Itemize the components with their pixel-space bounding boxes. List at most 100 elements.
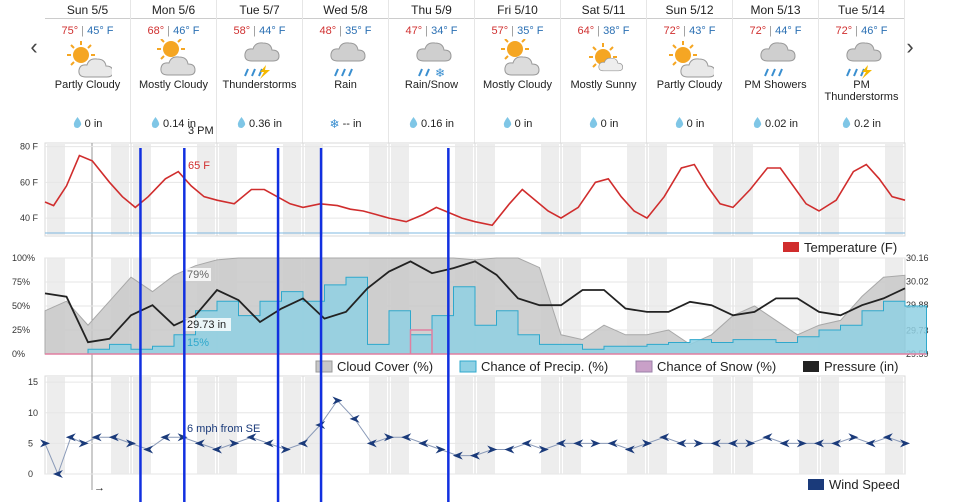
forecast-day[interactable]: Thu 5/9 47° | 34° F ❄ Rain/Snow 0.16 in (389, 0, 475, 143)
cloud-legend-label: Cloud Cover (%) (337, 359, 433, 374)
forecast-day[interactable]: Sun 5/12 72° | 43° F Partly Cloudy 0 in (647, 0, 733, 143)
pressure-tick-label: 30.16 (906, 253, 929, 263)
percent-tick-label: 100% (12, 253, 35, 263)
wind-direction-arrow (521, 439, 532, 448)
wind-tick-label: 15 (28, 377, 38, 387)
day-temps: 72° | 44° F (733, 25, 818, 37)
drop-icon (589, 117, 598, 130)
drop-icon (151, 117, 160, 130)
high-temp: 72° (835, 25, 853, 37)
wind-direction-arrow (401, 433, 412, 442)
wind-direction-arrow (504, 445, 515, 454)
wind-legend-label: Wind Speed (829, 477, 900, 492)
night-band (283, 376, 301, 474)
drop-icon (409, 117, 418, 130)
wind-direction-arrow (745, 439, 756, 448)
cloud-legend-swatch (315, 360, 333, 373)
low-temp: 46° F (173, 25, 200, 37)
night-band (821, 376, 839, 474)
cloud-value-label: 79% (187, 269, 209, 281)
day-date: Wed 5/8 (303, 2, 388, 19)
high-temp: 57° (491, 25, 509, 37)
wind-direction-arrow (659, 433, 670, 442)
precip-amount: 0 in (600, 118, 619, 130)
day-condition: Mostly Sunny (570, 79, 637, 91)
forecast-day[interactable]: Sat 5/11 64° | 38° F Mostly Sunny 0 in (561, 0, 647, 143)
temp-separator: | (683, 25, 687, 37)
day-date: Tue 5/7 (217, 2, 302, 19)
label-background (185, 318, 231, 331)
forecast-day[interactable]: Fri 5/10 57° | 35° F Mostly Cloudy 0 in (475, 0, 561, 143)
night-band (283, 143, 301, 236)
wind-direction-arrow (212, 445, 222, 454)
wind-direction-arrow (246, 433, 257, 442)
night-band (563, 376, 581, 474)
wind-direction-arrow (642, 439, 652, 448)
drop-icon (842, 117, 851, 130)
temp-tick-label: 80 F (20, 142, 39, 152)
day-precip: 0.16 in (389, 117, 474, 130)
forecast-day[interactable]: Tue 5/7 58° | 44° F Thunderstorms 0.36 in (217, 0, 303, 143)
high-temp: 68° (147, 25, 165, 37)
night-band (799, 376, 817, 474)
forecast-day[interactable]: Mon 5/6 68° | 46° F Mostly Cloudy 0.14 in (131, 0, 217, 143)
night-band (885, 143, 903, 236)
night-band (111, 376, 129, 474)
day-date: Mon 5/13 (733, 2, 818, 19)
wind-direction-arrow (384, 433, 394, 442)
wind-direction-arrow (624, 445, 635, 454)
wind-direction-arrow (349, 414, 360, 423)
day-temps: 72° | 46° F (819, 25, 904, 37)
rain-icon (303, 39, 388, 79)
wind-direction-arrow (160, 433, 171, 442)
wind-direction-arrow (865, 439, 876, 448)
wind-direction-arrow (126, 439, 136, 448)
wind-direction-arrow (332, 396, 343, 405)
wind-direction-arrow (487, 445, 498, 454)
day-condition: PM Thunderstorms (824, 79, 899, 103)
day-precip: 0.14 in (131, 117, 216, 130)
previous-days-button[interactable]: ‹ (30, 34, 38, 59)
wind-direction-arrow (900, 439, 910, 448)
precip-amount: -- in (342, 118, 362, 130)
wind-tick-label: 0 (28, 469, 33, 479)
night-band (455, 143, 473, 236)
partly-cloudy-icon (647, 39, 732, 79)
day-condition: Rain/Snow (404, 79, 459, 91)
temp-separator: | (769, 25, 773, 37)
day-condition: Partly Cloudy (54, 79, 121, 91)
high-temp: 47° (405, 25, 423, 37)
snow-legend-swatch (635, 360, 653, 373)
next-days-button[interactable]: › (906, 34, 914, 59)
night-band (197, 143, 215, 236)
forecast-day[interactable]: Sun 5/5 75° | 45° F Partly Cloudy 0 in (45, 0, 131, 143)
mostly-sunny-icon (561, 39, 646, 79)
day-precip: 0.2 in (819, 117, 904, 130)
forecast-day[interactable]: Wed 5/8 48° | 35° F Rain ❄ -- in (303, 0, 389, 143)
percent-tick-label: 75% (12, 277, 30, 287)
night-band (627, 143, 645, 236)
wind-direction-arrow (91, 433, 102, 442)
wind-direction-arrow (590, 439, 601, 448)
time-label: 3 PM (188, 125, 214, 137)
night-band (111, 143, 129, 236)
percent-tick-label: 25% (12, 325, 30, 335)
wind-direction-arrow (470, 451, 480, 460)
night-band (735, 376, 753, 474)
svg-text:❄: ❄ (435, 66, 445, 79)
night-band (627, 376, 645, 474)
temperature-legend-label: Temperature (F) (804, 240, 897, 255)
day-temps: 72° | 43° F (647, 25, 732, 37)
low-temp: 46° F (861, 25, 888, 37)
forecast-day[interactable]: Mon 5/13 72° | 44° F PM Showers 0.02 in (733, 0, 819, 143)
temp-separator: | (81, 25, 85, 37)
day-temps: 48° | 35° F (303, 25, 388, 37)
day-temps: 47° | 34° F (389, 25, 474, 37)
precip-amount: 0 in (686, 118, 705, 130)
forecast-day[interactable]: Tue 5/14 72° | 46° F PM Thunderstorms 0.2 … (819, 0, 905, 143)
day-precip: 0 in (561, 117, 646, 130)
low-temp: 44° F (259, 25, 286, 37)
wind-direction-arrow (779, 439, 790, 448)
wind-direction-arrow (556, 439, 566, 448)
wind-direction-arrow (366, 439, 377, 448)
